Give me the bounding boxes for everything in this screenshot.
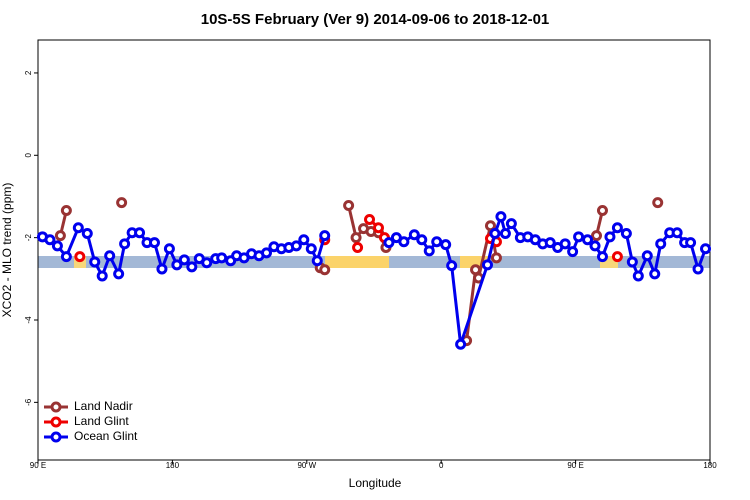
data-point <box>611 222 623 234</box>
x-tick-label: 90 E <box>30 461 46 470</box>
data-point <box>89 256 101 268</box>
chart-title: 10S-5S February (Ver 9) 2014-09-06 to 20… <box>201 11 550 28</box>
data-point <box>505 218 517 230</box>
legend-marker <box>50 431 62 443</box>
data-point <box>416 234 428 246</box>
series-line <box>60 203 657 341</box>
data-point <box>490 252 502 264</box>
data-point <box>489 228 501 240</box>
data-point <box>51 240 63 252</box>
data-point <box>626 256 638 268</box>
data-point <box>632 270 644 282</box>
data-point <box>163 243 175 255</box>
plot-frame <box>37 39 711 461</box>
data-point <box>216 252 228 264</box>
data-point <box>573 231 585 243</box>
data-point <box>655 238 667 250</box>
x-tick-label: 90 E <box>567 461 583 470</box>
data-point <box>44 234 56 246</box>
data-point <box>398 236 410 248</box>
data-point <box>298 234 310 246</box>
data-point <box>72 222 84 234</box>
data-point <box>582 234 594 246</box>
data-point <box>201 257 213 269</box>
data-point <box>596 204 608 216</box>
data-point <box>60 251 72 263</box>
data-point <box>559 238 571 250</box>
y-axis-label: XCO2 - MLO trend (ppm) <box>0 183 14 318</box>
legend-label: Land Nadir <box>74 399 133 413</box>
data-point <box>455 338 467 350</box>
data-point <box>685 237 697 249</box>
data-point <box>343 200 355 212</box>
data-point <box>104 250 116 262</box>
data-point <box>620 228 632 240</box>
y-tick-label: 0 <box>24 153 33 158</box>
x-tick-label: 180 <box>703 461 717 470</box>
data-point <box>604 231 616 243</box>
data-point <box>311 255 323 267</box>
data-point <box>589 240 601 252</box>
data-point <box>481 259 493 271</box>
data-point <box>290 240 302 252</box>
y-tick-label: -2 <box>24 234 33 242</box>
x-tick-label: 0 <box>439 461 444 470</box>
data-point <box>641 250 653 262</box>
data-point <box>134 227 146 239</box>
data-point <box>567 246 579 258</box>
legend-marker <box>50 416 62 428</box>
data-point <box>440 239 452 251</box>
y-tick-label: -4 <box>24 316 33 324</box>
data-point <box>671 227 683 239</box>
x-tick-label: 90 W <box>297 461 316 470</box>
data-point <box>544 237 556 249</box>
y-tick-label: 2 <box>24 70 33 75</box>
data-point <box>700 243 712 255</box>
data-point <box>96 270 108 282</box>
data-point <box>156 263 168 275</box>
data-point <box>372 222 384 234</box>
x-axis-label: Longitude <box>349 476 402 490</box>
data-point <box>652 197 664 209</box>
data-point <box>611 251 623 263</box>
legend-label: Land Glint <box>74 414 129 428</box>
data-point <box>431 236 443 248</box>
data-point <box>319 230 331 242</box>
surface-band <box>38 256 710 268</box>
data-point <box>305 243 317 255</box>
data-point <box>649 268 661 280</box>
data-point <box>113 268 125 280</box>
data-point <box>74 251 86 263</box>
data-point <box>446 260 458 272</box>
data-point <box>54 230 66 242</box>
data-point <box>484 220 496 232</box>
data-point <box>119 238 131 250</box>
data-point <box>423 245 435 257</box>
data-point <box>81 228 93 240</box>
data-point <box>350 232 362 244</box>
y-tick-label: -6 <box>24 398 33 406</box>
data-point <box>178 254 190 266</box>
data-point <box>116 197 128 209</box>
data-point <box>186 261 198 273</box>
x-tick-label: 180 <box>166 461 180 470</box>
data-point <box>499 228 511 240</box>
data-point <box>60 204 72 216</box>
data-point <box>408 229 420 241</box>
data-point <box>383 237 395 249</box>
data-point <box>319 264 331 276</box>
data-point <box>352 242 364 254</box>
data-point <box>591 230 603 242</box>
data-point <box>364 214 376 226</box>
data-point <box>171 259 183 271</box>
data-point <box>596 251 608 263</box>
data-point <box>495 211 507 223</box>
legend-marker <box>50 401 62 413</box>
legend-label: Ocean Glint <box>74 429 138 443</box>
data-point <box>260 247 272 259</box>
data-point <box>692 263 704 275</box>
data-point <box>148 237 160 249</box>
